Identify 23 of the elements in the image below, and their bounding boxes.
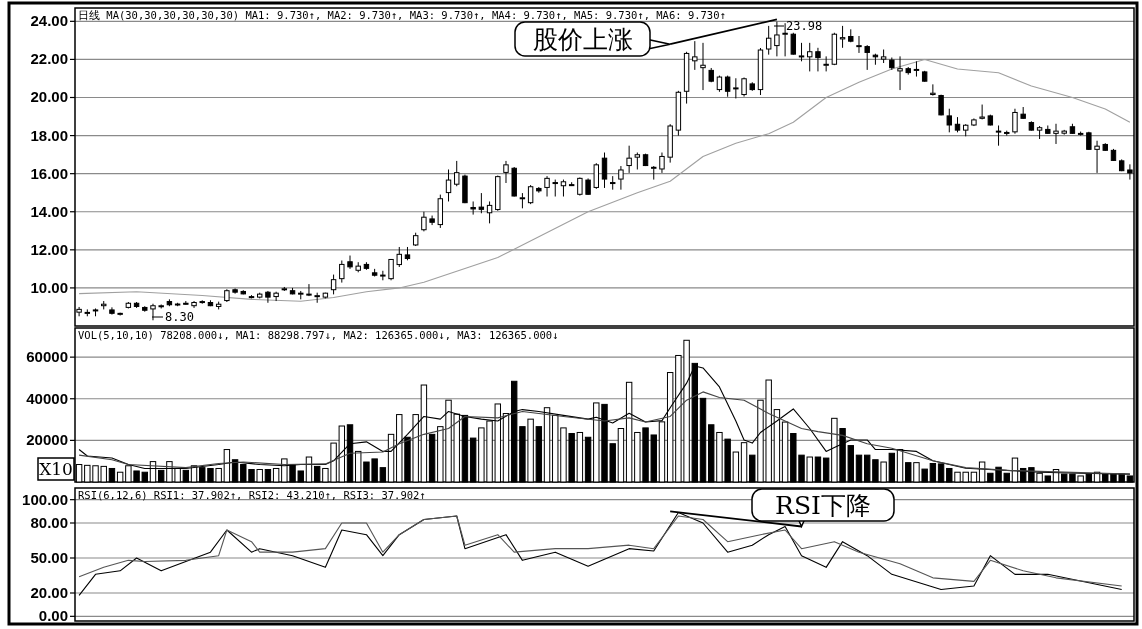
chart-title: VOL(5,10,10) 78208.000↓, MA1: 88298.797↓, MA2: 126365.000↓, MA3: 126365.000↓ (78, 329, 559, 341)
annotation: 股价上涨 (532, 25, 633, 54)
annotation: RSI下降 (775, 491, 871, 520)
y-tick-label: 50.00 (30, 549, 68, 566)
y-tick-label: 16.00 (30, 164, 68, 182)
y-tick-label: 80.00 (30, 514, 68, 531)
annotation: 8.30 (165, 310, 194, 324)
chart-title: 日线 MA(30,30,30,30,30,30) MA1: 9.730↑, MA2: 9.730↑, MA3: 9.730↑, MA4: 9.730↑, MA5: 9.730↑, MA6: 9.730↑ (78, 9, 726, 21)
y-tick-label: 24.00 (30, 12, 68, 30)
y-tick-label: 0.00 (38, 607, 68, 625)
y-tick-label: 14.00 (30, 202, 68, 220)
y-tick-label: 20.00 (30, 88, 68, 106)
y-tick-label: 100.00 (22, 490, 68, 508)
y-tick-label: 20000 (26, 431, 68, 449)
y-tick-label: 18.00 (30, 126, 68, 144)
annotation: 23.98 (786, 19, 823, 33)
y-tick-label: 20.00 (30, 584, 68, 601)
y-tick-label: 22.00 (30, 50, 68, 68)
y-tick-label: 40000 (26, 389, 68, 407)
y-tick-label: 12.00 (30, 240, 68, 258)
y-tick-label: 10.00 (30, 278, 68, 296)
y-tick-label: 60000 (26, 348, 68, 366)
chart-title: RSI(6,12,6) RSI1: 37.902↑, RSI2: 43.210↑, RSI3: 37.902↑ (78, 489, 426, 501)
